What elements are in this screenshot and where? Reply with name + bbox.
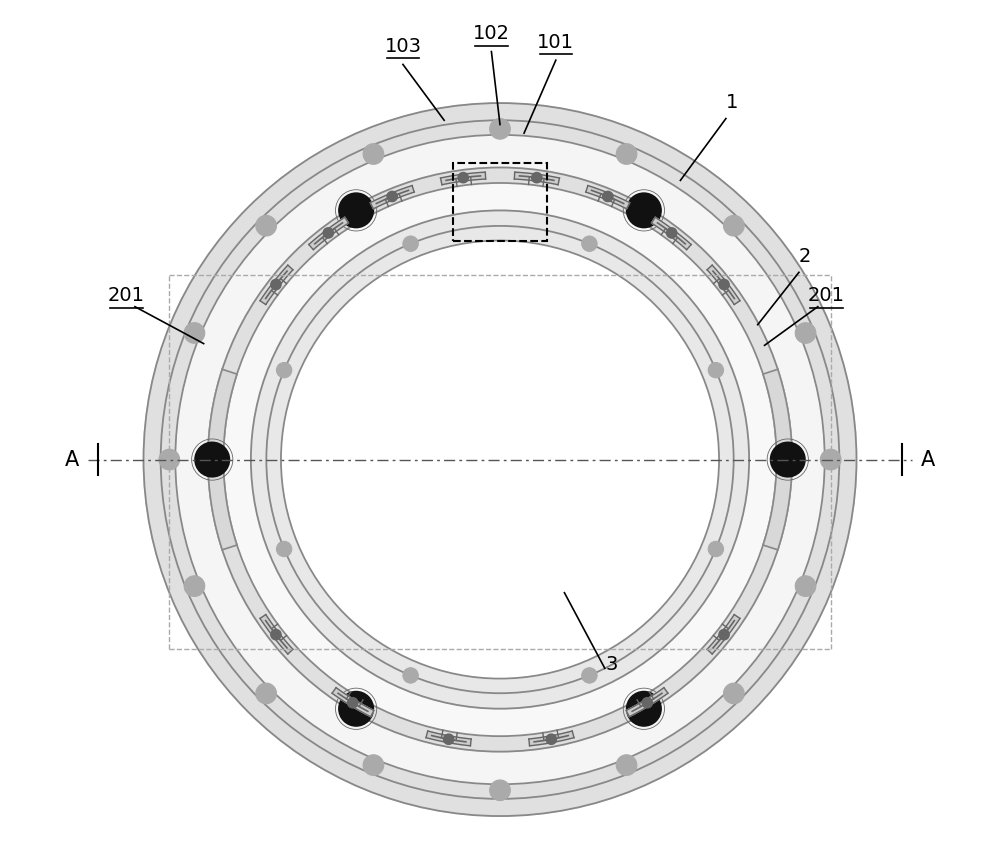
Circle shape — [724, 216, 744, 236]
Bar — [453, 163, 547, 241]
Text: 2: 2 — [799, 247, 811, 266]
Circle shape — [771, 442, 805, 477]
Circle shape — [387, 192, 397, 202]
Polygon shape — [514, 172, 559, 185]
Circle shape — [208, 168, 792, 752]
Circle shape — [256, 216, 276, 236]
Polygon shape — [441, 172, 486, 185]
Circle shape — [582, 667, 597, 683]
Text: A: A — [65, 449, 79, 470]
Circle shape — [281, 241, 719, 679]
Polygon shape — [426, 731, 471, 746]
Circle shape — [458, 173, 468, 183]
Circle shape — [223, 183, 777, 736]
Circle shape — [616, 755, 637, 776]
Circle shape — [184, 323, 205, 344]
Circle shape — [271, 279, 281, 289]
Circle shape — [719, 279, 729, 289]
Circle shape — [271, 630, 281, 640]
Circle shape — [144, 103, 856, 816]
Circle shape — [724, 683, 744, 704]
Circle shape — [667, 228, 677, 238]
Circle shape — [175, 135, 825, 784]
Circle shape — [627, 193, 661, 228]
Polygon shape — [332, 688, 374, 716]
Text: A: A — [921, 449, 935, 470]
Circle shape — [532, 173, 542, 183]
Polygon shape — [707, 265, 740, 305]
Circle shape — [184, 576, 205, 596]
Circle shape — [795, 323, 816, 344]
Polygon shape — [626, 688, 668, 716]
Circle shape — [546, 734, 556, 745]
Text: 3: 3 — [605, 655, 618, 674]
Circle shape — [820, 449, 841, 470]
Polygon shape — [260, 265, 293, 305]
Circle shape — [256, 683, 276, 704]
Circle shape — [276, 541, 292, 557]
Circle shape — [339, 193, 373, 228]
Circle shape — [795, 576, 816, 596]
Circle shape — [708, 541, 724, 557]
Polygon shape — [763, 369, 792, 550]
Circle shape — [616, 143, 637, 164]
Circle shape — [708, 362, 724, 378]
Circle shape — [582, 236, 597, 252]
Circle shape — [159, 449, 180, 470]
Circle shape — [339, 691, 373, 726]
Circle shape — [276, 362, 292, 378]
Text: 103: 103 — [384, 37, 421, 56]
Polygon shape — [260, 614, 293, 654]
Circle shape — [490, 780, 510, 801]
Circle shape — [195, 442, 229, 477]
Circle shape — [363, 143, 384, 164]
Circle shape — [603, 192, 613, 202]
Text: 101: 101 — [537, 33, 574, 52]
Circle shape — [642, 698, 652, 708]
Polygon shape — [707, 614, 740, 654]
Polygon shape — [586, 186, 630, 209]
Polygon shape — [370, 186, 414, 209]
Text: 1: 1 — [726, 93, 738, 112]
Circle shape — [403, 667, 418, 683]
Polygon shape — [208, 369, 237, 550]
Polygon shape — [309, 217, 348, 250]
Circle shape — [490, 119, 510, 139]
Circle shape — [627, 691, 661, 726]
Text: 102: 102 — [473, 24, 510, 43]
Circle shape — [363, 755, 384, 776]
Text: 201: 201 — [808, 286, 845, 305]
Circle shape — [719, 630, 729, 640]
Circle shape — [444, 734, 454, 745]
Text: 201: 201 — [108, 286, 145, 305]
Polygon shape — [652, 217, 691, 250]
Circle shape — [251, 210, 749, 709]
Circle shape — [323, 228, 333, 238]
Circle shape — [348, 698, 358, 708]
Circle shape — [403, 236, 418, 252]
Polygon shape — [529, 731, 574, 746]
